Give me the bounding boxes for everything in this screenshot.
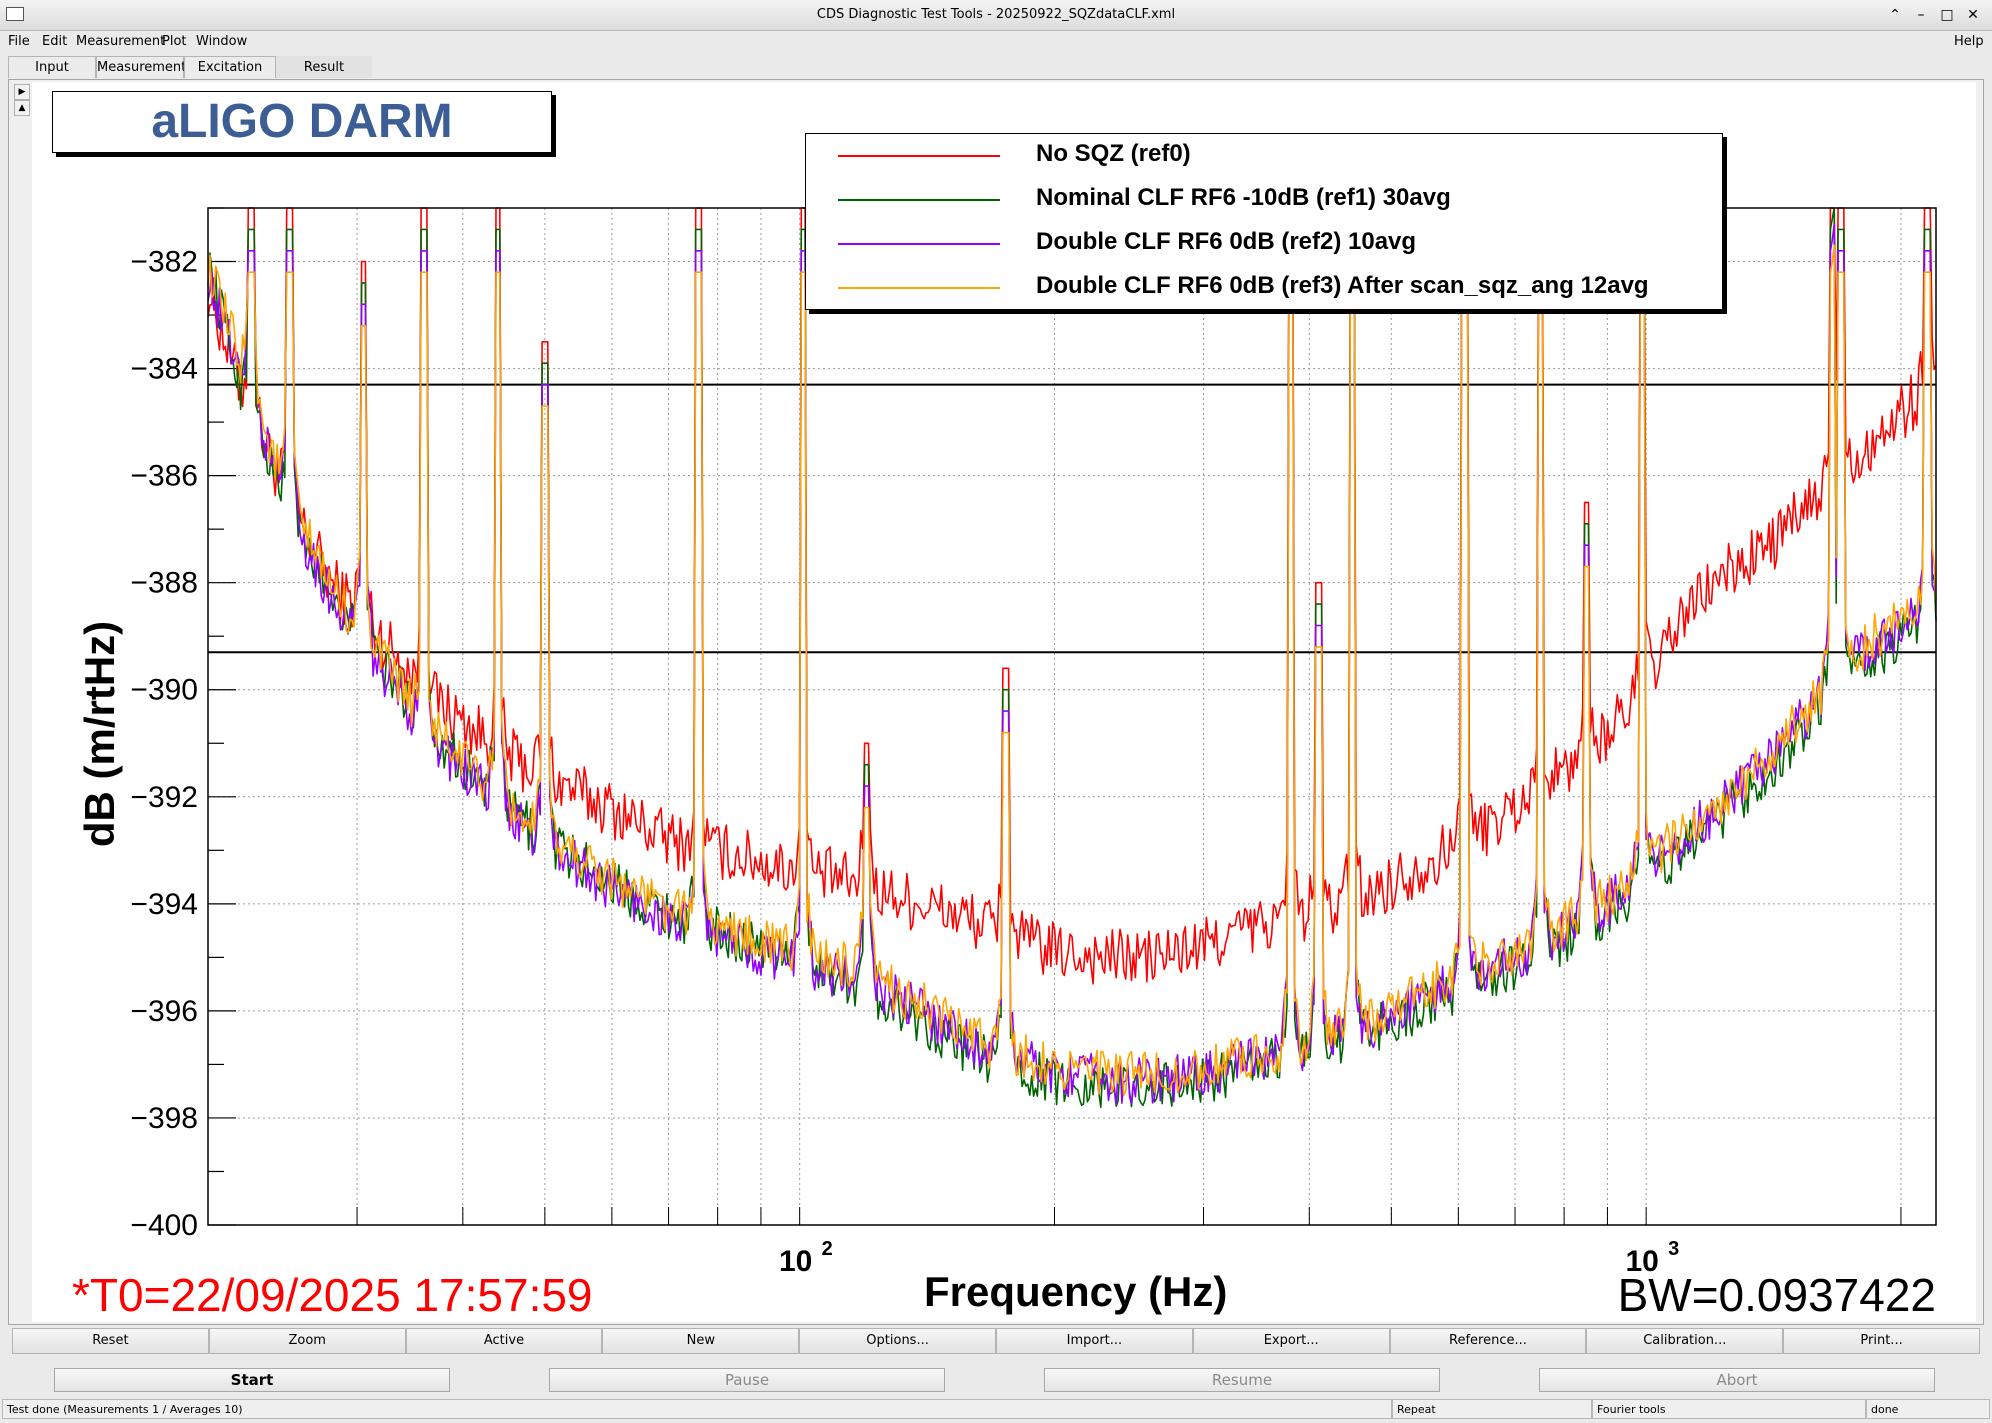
legend-entry: Nominal CLF RF6 -10dB (ref1) 30avg	[806, 178, 1722, 222]
y-axis-ticks: −382 −384 −386 −388 −390 −392 −394 −396 −398 −400	[130, 246, 198, 1242]
reset-button[interactable]: Reset	[12, 1328, 209, 1354]
chart-grid	[208, 207, 1936, 1226]
close-icon[interactable]: ✕	[1967, 7, 1979, 23]
t0-annotation: *T0=22/09/2025 17:57:59	[72, 1269, 593, 1321]
chart-series	[207, 207, 1937, 1109]
y-tick-label: −398	[130, 1102, 198, 1135]
y-tick-label: −400	[130, 1209, 198, 1242]
y-tick-label: −382	[130, 246, 198, 279]
tab-excitation[interactable]: Excitation	[184, 56, 276, 78]
window-title: CDS Diagnostic Test Tools - 20250922_SQZ…	[816, 7, 1176, 22]
minimize-icon[interactable]: –	[1917, 7, 1925, 23]
x-tick-label: 10	[779, 1245, 812, 1278]
window-titlebar: CDS Diagnostic Test Tools - 20250922_SQZ…	[0, 0, 1992, 31]
x-tick-exponent: 3	[1668, 1238, 1679, 1260]
tab-result[interactable]: Result	[276, 56, 372, 78]
status-state: done	[1866, 1399, 1990, 1419]
legend-swatch-violet	[838, 243, 1000, 245]
y-tick-label: −392	[130, 781, 198, 814]
legend-label: No SQZ (ref0)	[1036, 140, 1191, 167]
active-button[interactable]: Active	[405, 1328, 603, 1354]
reference-button[interactable]: Reference...	[1389, 1328, 1587, 1354]
calibration-button[interactable]: Calibration...	[1586, 1328, 1784, 1354]
y-axis-label: dB (m/rtHz)	[76, 620, 123, 848]
series-line-4	[207, 244, 1937, 1097]
menubar: File Edit Measurement Plot Window Help	[0, 31, 1992, 53]
run-controls: Start Pause Resume Abort	[0, 1368, 1992, 1396]
legend-label: Double CLF RF6 0dB (ref3) After scan_sqz…	[1036, 272, 1649, 299]
chart-reference-lines	[208, 383, 1936, 654]
y-tick-label: −390	[130, 674, 198, 707]
y-tick-label: −388	[130, 567, 198, 600]
status-message: Test done (Measurements 1 / Averages 10)	[2, 1399, 1392, 1419]
resume-button[interactable]: Resume	[1044, 1368, 1440, 1392]
import-button[interactable]: Import...	[995, 1328, 1193, 1354]
x-tick-label: 10	[1625, 1245, 1658, 1278]
expand-right-icon[interactable]: ▶	[14, 84, 30, 100]
new-button[interactable]: New	[602, 1328, 800, 1354]
legend-entry: Double CLF RF6 0dB (ref3) After scan_sqz…	[806, 266, 1722, 310]
legend-label: Double CLF RF6 0dB (ref2) 10avg	[1036, 228, 1417, 255]
window-menu-icon[interactable]	[6, 7, 24, 21]
y-tick-label: −396	[130, 995, 198, 1028]
status-repeat: Repeat	[1392, 1399, 1592, 1419]
menu-file[interactable]: File	[8, 34, 30, 49]
x-axis-label: Frequency (Hz)	[924, 1268, 1228, 1315]
legend-entry: Double CLF RF6 0dB (ref2) 10avg	[806, 222, 1722, 266]
zoom-button[interactable]: Zoom	[208, 1328, 406, 1354]
series-line-3	[207, 223, 1937, 1106]
menu-plot[interactable]: Plot	[162, 34, 187, 49]
legend-label: Nominal CLF RF6 -10dB (ref1) 30avg	[1036, 184, 1451, 211]
y-tick-label: −394	[130, 888, 198, 921]
options-button[interactable]: Options...	[799, 1328, 996, 1354]
print-button[interactable]: Print...	[1783, 1328, 1980, 1354]
export-button[interactable]: Export...	[1192, 1328, 1390, 1354]
tab-input[interactable]: Input	[8, 56, 96, 78]
tab-measurement[interactable]: Measurement	[96, 56, 186, 78]
y-tick-label: −384	[130, 353, 198, 386]
y-tick-label: −386	[130, 460, 198, 493]
status-bar: Test done (Measurements 1 / Averages 10)…	[0, 1399, 1992, 1421]
chart-legend[interactable]: No SQZ (ref0) Nominal CLF RF6 -10dB (ref…	[805, 133, 1723, 310]
abort-button[interactable]: Abort	[1539, 1368, 1935, 1392]
chevron-up-icon[interactable]: ⌃	[1889, 7, 1901, 23]
plot-frame	[207, 207, 1937, 1226]
legend-swatch-green	[838, 199, 1000, 201]
x-axis-ticks: 10 2 10 3	[779, 1238, 1679, 1278]
series-line-1	[207, 207, 1937, 985]
legend-swatch-red	[838, 155, 1000, 157]
maximize-icon[interactable]: □	[1940, 7, 1954, 23]
pause-button[interactable]: Pause	[549, 1368, 945, 1392]
menu-help[interactable]: Help	[1954, 34, 1984, 49]
legend-swatch-orange	[838, 287, 1000, 289]
scroll-up-icon[interactable]: ▲	[14, 100, 30, 116]
pad-title: aLIGO DARM	[52, 91, 552, 153]
tab-bar: Input Measurement Excitation Result	[8, 56, 372, 80]
menu-window[interactable]: Window	[196, 34, 248, 49]
menu-edit[interactable]: Edit	[42, 34, 68, 49]
legend-entry: No SQZ (ref0)	[806, 134, 1722, 178]
start-button[interactable]: Start	[54, 1368, 450, 1392]
window-controls: ⌃ – □ ✕	[1884, 4, 1984, 26]
menu-measurement[interactable]: Measurement	[76, 34, 166, 49]
bandwidth-annotation: BW=0.0937422	[1617, 1269, 1936, 1321]
plot-button-row: Reset Zoom Active New Options... Import.…	[12, 1328, 1980, 1354]
series-line-2	[207, 207, 1937, 1109]
x-tick-exponent: 2	[822, 1238, 833, 1260]
status-tools: Fourier tools	[1592, 1399, 1866, 1419]
